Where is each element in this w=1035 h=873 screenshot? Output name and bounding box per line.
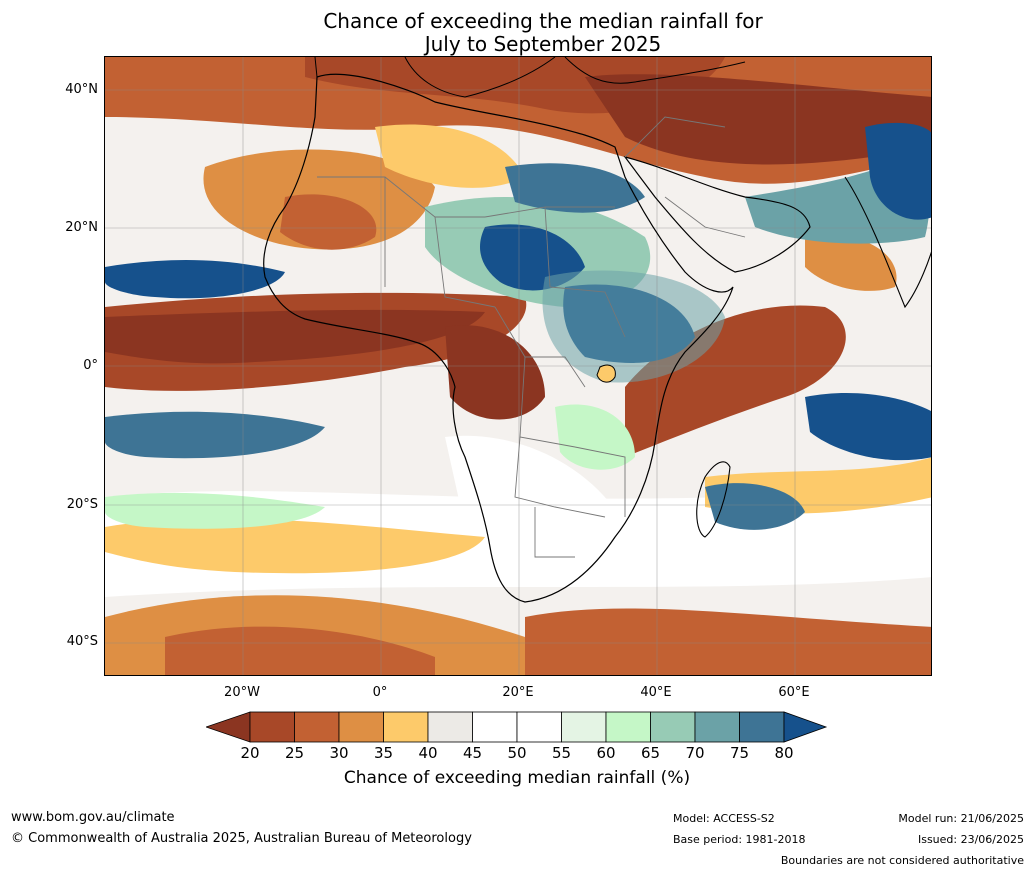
footer-website: www.bom.gov.au/climate xyxy=(11,810,175,825)
colorbar-tick-label: 75 xyxy=(729,744,750,762)
lat-label-20n: 20°N xyxy=(65,220,98,235)
colorbar-tick-label: 40 xyxy=(418,744,438,762)
madagascar-coastline xyxy=(696,461,731,538)
field-wet-central-green xyxy=(555,404,635,470)
lake-victoria xyxy=(596,364,616,383)
lat-label-40s: 40°S xyxy=(66,634,98,649)
colorbar-extend-low xyxy=(204,711,251,743)
field-dry-south-yellow xyxy=(105,518,485,574)
title-line-1: Chance of exceeding the median rainfall … xyxy=(323,9,763,33)
footer-model-run: Model run: 21/06/2025 xyxy=(898,812,1024,825)
india-coastline xyxy=(844,176,931,309)
colorbar-bin xyxy=(650,711,696,743)
field-wet-india xyxy=(865,122,931,220)
colorbar-tick-label: 45 xyxy=(462,744,483,762)
field-wet-atlantic-north xyxy=(105,260,285,299)
footer-issued: Issued: 23/06/2025 xyxy=(917,833,1024,846)
field-dry-sahara-dark xyxy=(280,194,377,250)
field-wet-indian-east xyxy=(805,393,931,461)
footer-model: Model: ACCESS-S2 xyxy=(673,812,775,825)
field-dry-southindian xyxy=(525,608,931,675)
arabia-coastline xyxy=(623,156,811,273)
field-wet-mozambique xyxy=(705,483,805,530)
field-dry-atlantic-core xyxy=(105,309,485,364)
lon-label-0: 0° xyxy=(372,685,388,700)
colorbar-bin xyxy=(694,711,740,743)
colorbar-bin xyxy=(561,711,607,743)
colorbar-bin xyxy=(472,711,518,743)
footer-disclaimer: Boundaries are not considered authoritat… xyxy=(780,854,1024,867)
colorbar-extend-high xyxy=(783,711,828,743)
europe-coastline xyxy=(314,57,746,98)
field-dry-mideast xyxy=(585,74,931,165)
map-canvas xyxy=(105,57,931,675)
colorbar-bin xyxy=(427,711,473,743)
lat-label-0: 0° xyxy=(83,358,98,373)
colorbar-tick-label: 70 xyxy=(685,744,705,762)
footer-base-period: Base period: 1981-2018 xyxy=(673,833,806,846)
footer-copyright: © Commonwealth of Australia 2025, Austra… xyxy=(11,831,472,846)
colorbar-tick-label: 50 xyxy=(507,744,527,762)
colorbar-tick-label: 55 xyxy=(551,744,572,762)
colorbar-bin xyxy=(338,711,384,743)
colorbar-bin xyxy=(605,711,651,743)
country-boundaries xyxy=(317,116,746,558)
africa-coastline xyxy=(263,73,734,603)
field-wet-redsea xyxy=(505,163,645,213)
colorbar-graphic xyxy=(204,711,828,743)
colorbar-bin xyxy=(516,711,562,743)
colorbar-tick-label: 30 xyxy=(329,744,349,762)
colorbar-bin xyxy=(249,711,295,743)
colorbar-tick-label: 25 xyxy=(284,744,305,762)
lat-label-40n: 40°N xyxy=(65,82,98,97)
lon-label-20w: 20°W xyxy=(224,685,260,700)
colorbar-tick-label: 60 xyxy=(596,744,616,762)
colorbar-title: Chance of exceeding median rainfall (%) xyxy=(343,768,691,788)
lon-label-20e: 20°E xyxy=(502,685,534,700)
field-wet-atlantic-south xyxy=(105,411,325,459)
lat-label-20s: 20°S xyxy=(66,497,98,512)
lon-label-40e: 40°E xyxy=(640,685,672,700)
field-wet-eastafrica-rim xyxy=(542,270,725,383)
field-wet-south-green xyxy=(105,492,325,529)
colorbar-tick-label: 35 xyxy=(373,744,394,762)
field-dry-southatlantic-dark xyxy=(165,626,435,675)
field-sahara-yellow xyxy=(375,124,525,188)
colorbar-bin xyxy=(739,711,785,743)
colorbar-tick-label: 80 xyxy=(774,744,794,762)
colorbar-bin xyxy=(383,711,429,743)
rainfall-map xyxy=(104,56,932,676)
lon-label-60e: 60°E xyxy=(778,685,810,700)
field-white-center xyxy=(445,435,645,585)
colorbar-bin xyxy=(294,711,340,743)
colorbar-tick-label: 65 xyxy=(640,744,661,762)
field-dry-indian-ne xyxy=(805,235,897,291)
colorbar-tick-label: 20 xyxy=(240,744,260,762)
graticule xyxy=(105,57,931,675)
field-wet-sahel-core xyxy=(480,224,585,291)
title-line-2: July to September 2025 xyxy=(424,32,662,56)
colorbar xyxy=(204,711,830,747)
map-title: Chance of exceeding the median rainfall … xyxy=(250,10,836,56)
